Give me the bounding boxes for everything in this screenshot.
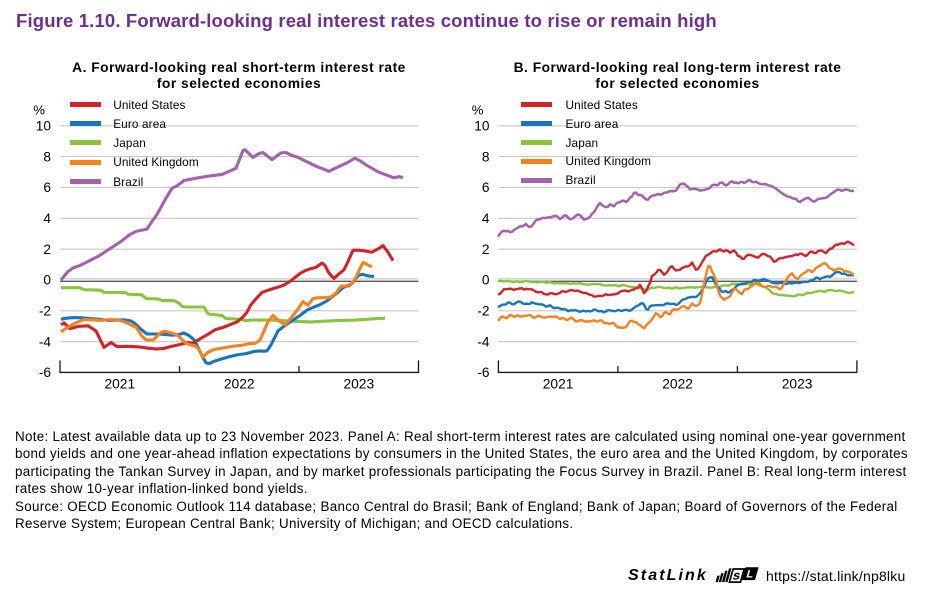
svg-text:2: 2 <box>482 242 490 257</box>
svg-text:0: 0 <box>482 273 490 288</box>
svg-text:10: 10 <box>474 119 490 134</box>
svg-text:4: 4 <box>43 211 51 226</box>
svg-text:8: 8 <box>43 149 51 164</box>
svg-text:6: 6 <box>43 180 51 195</box>
svg-text:%: % <box>472 103 484 118</box>
svg-text:2023: 2023 <box>782 377 813 392</box>
svg-text:-6: -6 <box>39 365 52 380</box>
svg-text:2022: 2022 <box>224 377 255 392</box>
svg-text:0: 0 <box>43 273 51 288</box>
svg-text:2023: 2023 <box>343 377 374 392</box>
svg-text:-4: -4 <box>39 334 52 349</box>
svg-text:s: s <box>731 568 742 582</box>
svg-text:2021: 2021 <box>543 377 574 392</box>
svg-text:-4: -4 <box>477 334 490 349</box>
svg-text:4: 4 <box>482 211 490 226</box>
svg-text:2021: 2021 <box>104 377 135 392</box>
svg-text:-2: -2 <box>477 304 489 319</box>
svg-text:8: 8 <box>482 149 490 164</box>
svg-text:2022: 2022 <box>662 377 693 392</box>
svg-text:2: 2 <box>43 242 51 257</box>
svg-text:-6: -6 <box>477 365 490 380</box>
svg-text:-2: -2 <box>39 304 51 319</box>
svg-text:10: 10 <box>36 119 52 134</box>
svg-text:%: % <box>33 103 45 118</box>
svg-text:L: L <box>745 569 755 581</box>
svg-text:6: 6 <box>482 180 490 195</box>
